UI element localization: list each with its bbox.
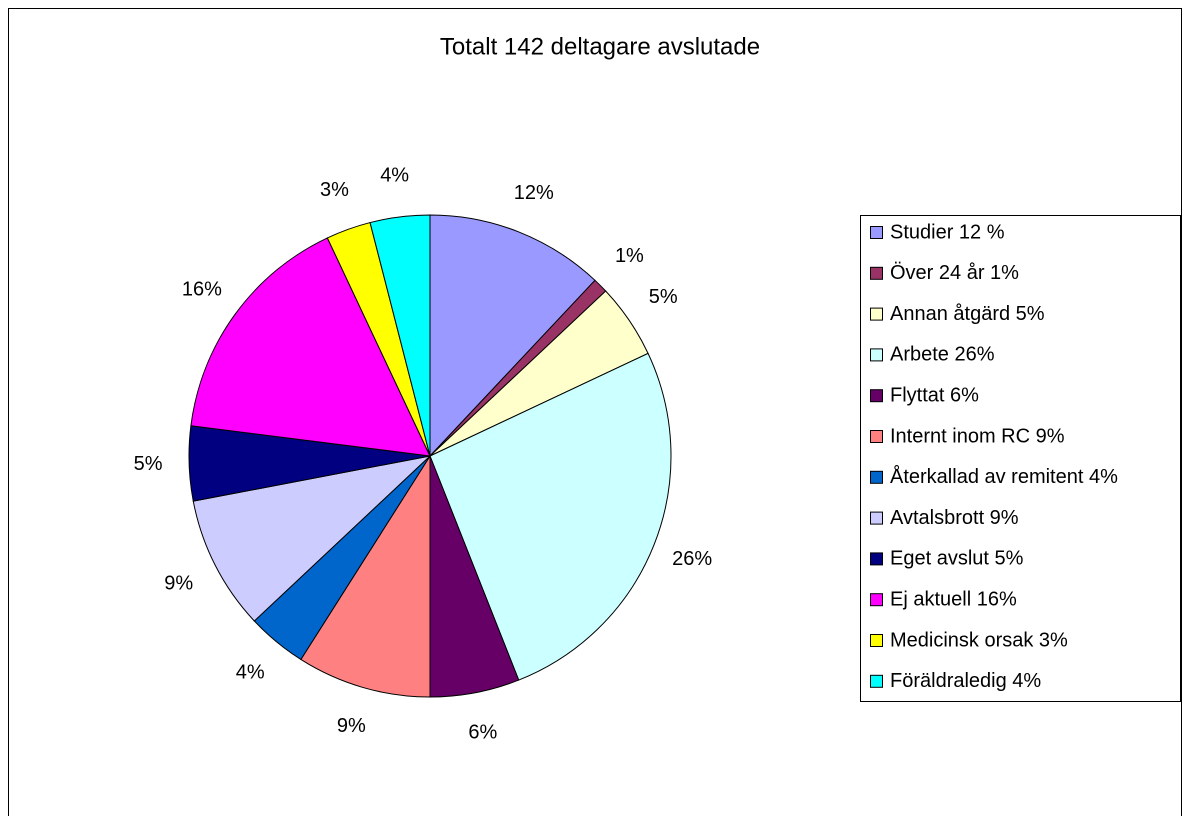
data-label: 1% [615, 245, 644, 267]
legend-label: Arbete 26% [890, 344, 995, 366]
legend-swatch [870, 389, 883, 403]
legend-label: Studier 12 % [890, 221, 1005, 243]
pie-slice [192, 455, 432, 622]
legend-swatch [870, 266, 883, 280]
pie-slice [300, 454, 431, 698]
legend-label: Medicinsk orsak 3% [890, 629, 1068, 651]
legend-box [860, 215, 1181, 702]
legend-label: Internt inom RC 9% [890, 425, 1065, 447]
legend-label: Annan åtgärd 5% [890, 303, 1045, 325]
legend-swatch [870, 552, 883, 566]
legend-label: Över 24 år 1% [890, 262, 1019, 284]
legend-swatch [870, 674, 883, 688]
legend-swatch [870, 348, 883, 362]
legend-label: Eget avslut 5% [890, 548, 1024, 570]
legend-swatch [870, 593, 883, 607]
legend-label: Återkallad av remitent 4% [890, 465, 1118, 488]
legend-swatch [870, 226, 883, 239]
data-label: 5% [649, 286, 678, 308]
data-label: 9% [337, 715, 366, 737]
pie-slice [429, 214, 596, 458]
legend-swatch [870, 511, 883, 525]
chart-title: Totalt 142 deltagare avslutade [440, 33, 760, 60]
legend-swatch [870, 634, 883, 647]
legend-label: Avtalsbrott 9% [890, 507, 1019, 529]
legend-label: Ej aktuell 16% [890, 588, 1017, 610]
data-label: 16% [182, 279, 222, 301]
data-label: 5% [134, 453, 163, 475]
data-label: 4% [236, 662, 265, 684]
legend-swatch [870, 307, 883, 321]
legend-swatch [870, 430, 883, 443]
data-label: 12% [514, 182, 554, 204]
pie-slice [369, 214, 431, 457]
data-label: 26% [672, 548, 712, 570]
data-label: 6% [468, 721, 497, 743]
pie-slice [190, 237, 431, 457]
legend-label: Föräldraledig 4% [890, 670, 1041, 692]
data-label: 3% [320, 179, 349, 201]
data-label: 4% [380, 165, 409, 187]
legend-swatch [870, 470, 883, 484]
legend-label: Flyttat 6% [890, 384, 979, 406]
pie-slice [429, 352, 672, 681]
data-label: 9% [164, 572, 193, 594]
